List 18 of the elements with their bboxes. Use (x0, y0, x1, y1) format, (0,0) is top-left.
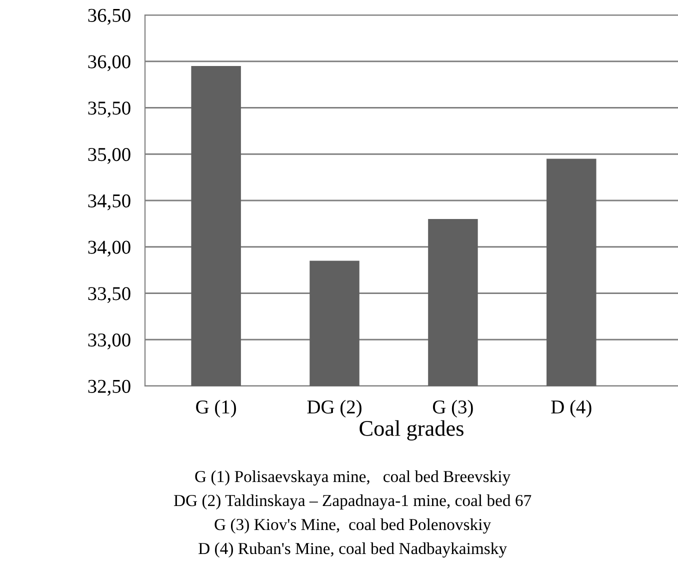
y-tick-label: 35,00 (88, 148, 130, 164)
text: G (1) Polisaevskaya mine, coal bed Breevskiy (195, 470, 511, 486)
y-tick-label: 34,00 (88, 240, 130, 257)
y-tick-label: 34,50 (88, 194, 130, 210)
y-tick-label: 36,50 (88, 8, 130, 25)
x-axis-title: Coal grades (360, 420, 464, 441)
x-tick-label: DG (2) (307, 400, 362, 418)
x-tick-label: G (1) (196, 400, 236, 418)
y-tick-label: 33,00 (88, 333, 130, 350)
y-tick-label: 33,50 (88, 287, 130, 303)
text: G (3) Kiov's Mine, coal bed Polenovskiy (214, 518, 492, 534)
text: D (4) Ruban's Mine, coal bed Nadbaykaimsky (198, 542, 507, 558)
x-tick-label: D (4) (551, 400, 592, 418)
y-tick-label: 35,50 (88, 102, 130, 118)
y-tick-label: 32,50 (88, 380, 130, 396)
x-tick-label: G (3) (432, 400, 473, 418)
y-tick-label: 36,00 (88, 55, 130, 72)
text: DG (2) Taldinskaya – Zapadnaya-1 mine, coal bed 67 (174, 494, 532, 510)
